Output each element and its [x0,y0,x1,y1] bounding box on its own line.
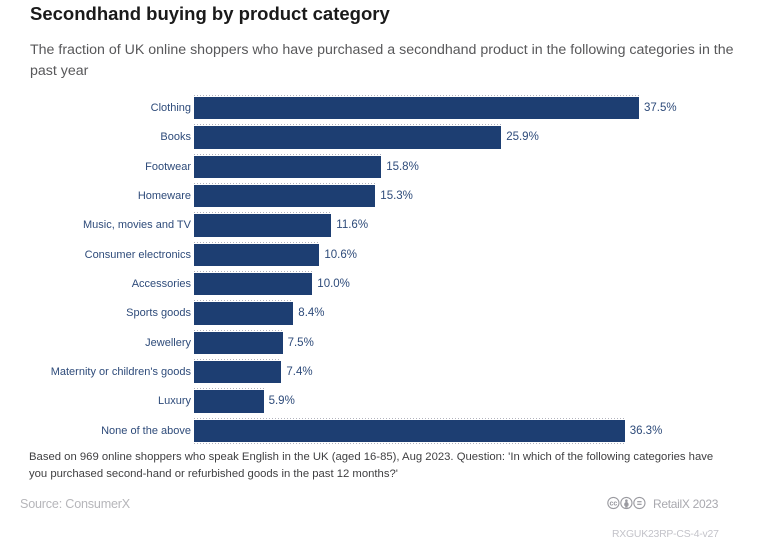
svg-text:cc: cc [610,500,618,507]
